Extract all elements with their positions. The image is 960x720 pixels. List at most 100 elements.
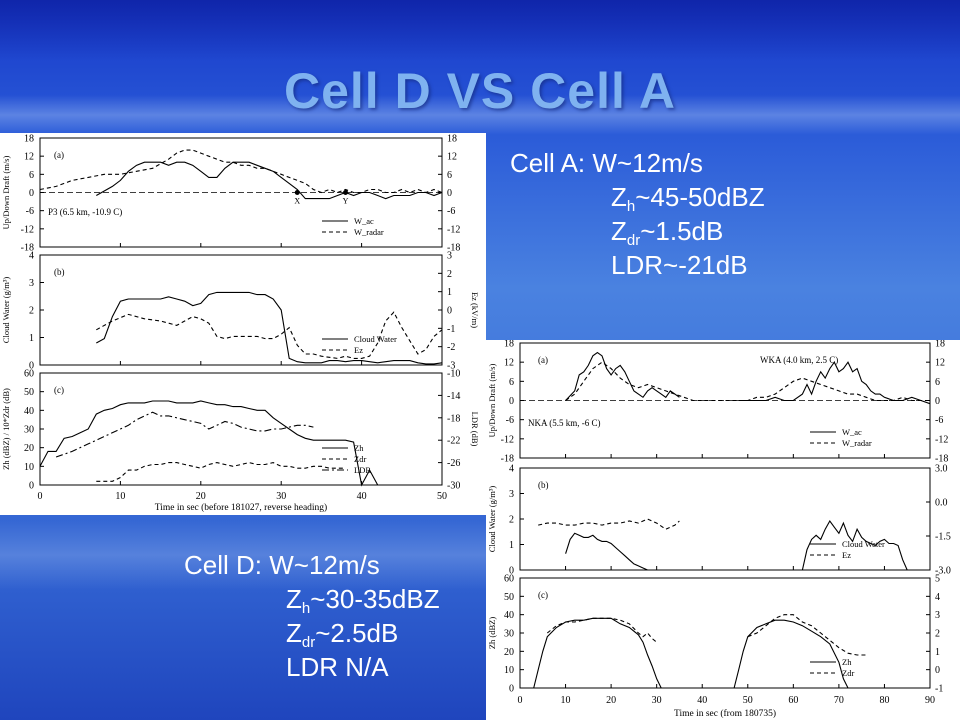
- y-tick-label: 40: [504, 610, 514, 621]
- marker-point: [343, 190, 349, 195]
- legend-label: Ez: [842, 550, 851, 560]
- y-tick-label: 10: [504, 665, 514, 676]
- series-zdr: [546, 617, 658, 643]
- series-w-radar: [39, 149, 443, 194]
- y2-tick-label: -18: [935, 454, 948, 465]
- y2-axis-label: Ez (kV/m): [470, 292, 480, 328]
- y-tick-label: 20: [504, 647, 514, 658]
- y-tick-label: 3: [29, 278, 34, 289]
- y2-tick-label: -3: [447, 361, 455, 372]
- cell-d-zh-subscript: h: [301, 600, 311, 617]
- y2-axis-label: LDR (dB): [470, 412, 480, 447]
- y-axis-label: Zh (dBZ) / 10*Zdr (dB): [1, 388, 11, 470]
- y-tick-label: -12: [21, 224, 34, 235]
- y2-tick-label: 0: [447, 306, 452, 317]
- y2-tick-label: 5: [935, 574, 940, 585]
- y-tick-label: 6: [29, 170, 34, 181]
- y2-tick-label: 12: [447, 152, 457, 163]
- y2-tick-label: -1.5: [935, 532, 951, 543]
- marker-label: X: [294, 197, 300, 206]
- y2-tick-label: 12: [935, 358, 945, 369]
- y2-tick-label: 0: [935, 665, 940, 676]
- legend-label: Zdr: [842, 668, 854, 678]
- legend-label: Cloud Water: [354, 334, 397, 344]
- y-tick-label: 18: [504, 340, 514, 350]
- y-axis-label: Up/Down Draft (m/s): [1, 156, 11, 230]
- y-tick-label: 0: [29, 481, 34, 492]
- y2-tick-label: -6: [447, 206, 455, 217]
- series-ez: [538, 518, 680, 530]
- y-tick-label: 50: [24, 387, 34, 398]
- x-tick-label: 30: [652, 695, 662, 706]
- cell-d-ldr: LDR N/A: [286, 652, 389, 682]
- y-tick-label: 0: [29, 188, 34, 199]
- y2-tick-label: -26: [447, 458, 460, 469]
- cell-a-zh-value: ~45-50dBZ: [635, 182, 765, 212]
- legend-label: W_ac: [842, 427, 862, 437]
- y-tick-label: 10: [24, 462, 34, 473]
- y-tick-label: 12: [504, 358, 514, 369]
- panel-tag: (c): [54, 385, 64, 395]
- cell-d-zh-value: ~30-35dBZ: [310, 584, 440, 614]
- series-ez: [96, 311, 443, 359]
- y-tick-label: 50: [504, 592, 514, 603]
- y2-tick-label: -1: [935, 684, 943, 695]
- series-ldr: [55, 411, 314, 458]
- figure-cell-d: 18 12 6 0 -6 -12 -18 18 12 6 0 -6 -12 -18 Up/Down Draf…: [486, 340, 960, 720]
- y-axis-label: Cloud Water (g/m³): [487, 486, 497, 553]
- y2-tick-label: -22: [447, 436, 460, 447]
- cell-d-updraft: W~12m/s: [269, 550, 380, 580]
- y-tick-label: 4: [509, 464, 514, 475]
- x-tick-label: 40: [357, 491, 367, 502]
- y2-tick-label: -6: [935, 415, 943, 426]
- y-tick-label: -12: [501, 434, 514, 445]
- legend-label: LDR: [354, 465, 371, 475]
- y2-tick-label: 18: [447, 134, 457, 145]
- y-tick-label: 1: [509, 540, 514, 551]
- y2-tick-label: -18: [447, 243, 460, 254]
- panel-2: 60 50 40 30 20 10 0 -10 -14 -18 -22 -26 -30 Zh (dBZ) …: [1, 369, 480, 492]
- y2-tick-label: 3: [935, 610, 940, 621]
- legend-label: Cloud Water: [842, 539, 885, 549]
- legend-label: Ez: [354, 345, 363, 355]
- y2-tick-label: 2: [935, 629, 940, 640]
- y-tick-label: -18: [501, 454, 514, 465]
- series-w-ac: [96, 161, 443, 200]
- panel-frame: [39, 372, 443, 486]
- cell-a-summary: Cell A: W~12m/s Zh~45-50dBZ Zdr~1.5dB LD…: [510, 146, 765, 282]
- cell-a-ldr: LDR~-21dB: [611, 250, 748, 280]
- series-cloud-water: [565, 532, 648, 571]
- legend-label: W_radar: [842, 438, 872, 448]
- series-w-radar: [565, 361, 930, 402]
- y-tick-label: -6: [26, 206, 34, 217]
- y2-tick-label: -30: [447, 481, 460, 492]
- y-tick-label: 4: [29, 251, 34, 262]
- cell-a-label: Cell A:: [510, 148, 586, 178]
- series-zh: [533, 617, 662, 689]
- y2-tick-label: 0: [935, 396, 940, 407]
- series-zdr: [747, 614, 867, 656]
- x-tick-label: 30: [276, 491, 286, 502]
- y-tick-label: 1: [29, 333, 34, 344]
- x-tick-label: 50: [743, 695, 753, 706]
- cell-d-label: Cell D:: [184, 550, 263, 580]
- y-tick-label: 3: [509, 489, 514, 500]
- y2-tick-label: 6: [447, 170, 452, 181]
- cell-d-zh-line: Zh~30-35dBZ: [184, 582, 440, 616]
- cell-a-updraft: W~12m/s: [592, 148, 703, 178]
- x-tick-label: 20: [606, 695, 616, 706]
- y2-tick-label: 1: [935, 647, 940, 658]
- y2-tick-label: 3.0: [935, 464, 948, 475]
- cell-a-zh-symbol: Z: [611, 182, 627, 212]
- x-tick-label: 10: [115, 491, 125, 502]
- marker-label: Y: [343, 197, 349, 206]
- y-tick-label: 2: [509, 515, 514, 526]
- cell-d-zdr-symbol: Z: [286, 618, 302, 648]
- slide-title: Cell D VS Cell A: [283, 63, 677, 119]
- panel-tag: (a): [538, 355, 548, 365]
- panel-frame: [39, 254, 443, 366]
- y-tick-label: 40: [24, 406, 34, 417]
- panel-1: 4 3 2 1 0 3 2 1 0 -1 -2 -3 Cloud Water (g/m³) Ez (kV/…: [1, 251, 480, 372]
